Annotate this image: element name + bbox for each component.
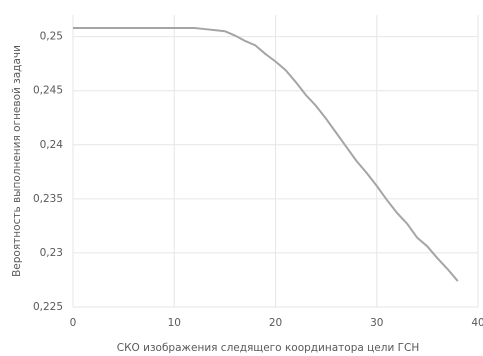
x-axis-title: СКО изображения следящего координатора ц… — [117, 342, 420, 354]
y-tick-label: 0,235 — [33, 193, 63, 205]
y-axis-title: Вероятность выполнения огневой задачи — [11, 45, 23, 277]
y-tick-label: 0,245 — [33, 85, 63, 97]
x-tick-label: 40 — [471, 317, 483, 329]
data-line — [73, 26, 459, 282]
x-tick-label: 20 — [269, 317, 282, 329]
y-tick-label: 0,23 — [40, 247, 63, 259]
y-tick-label: 0,24 — [40, 139, 64, 151]
x-tick-label: 10 — [168, 317, 181, 329]
y-tick-label: 0,25 — [40, 31, 63, 43]
x-tick-label: 0 — [70, 317, 77, 329]
x-tick-label: 30 — [370, 317, 383, 329]
y-tick-label: 0,225 — [33, 301, 63, 313]
